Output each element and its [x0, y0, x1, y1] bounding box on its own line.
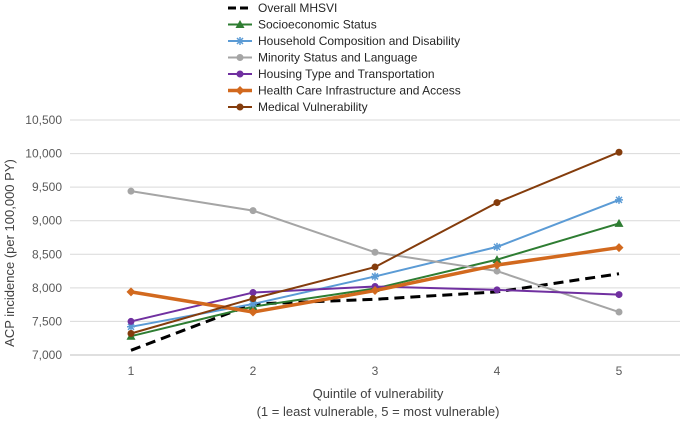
legend-item-minority-status-and-language: Minority Status and Language: [228, 51, 418, 65]
data-point: [127, 187, 135, 195]
data-point: [492, 255, 502, 264]
legend-item-household-composition-and-disability: Household Composition and Disability: [228, 34, 460, 48]
y-tick-label: 8,000: [32, 281, 62, 295]
series-health-care-infrastructure-and-access: [126, 243, 624, 317]
y-tick-label: 9,000: [32, 214, 62, 228]
series-line: [130, 198, 620, 328]
legend-item-socioeconomic-status: Socioeconomic Status: [228, 18, 377, 32]
legend-marker: [236, 37, 244, 45]
x-axis-subtitle: (1 = least vulnerable, 5 = most vulnerab…: [257, 404, 500, 419]
legend-marker: [236, 54, 244, 61]
series-minority-status-and-language: [127, 187, 623, 316]
series-household-composition-and-disability: [127, 195, 623, 331]
legend-label: Socioeconomic Status: [258, 18, 377, 32]
x-tick-labels: 1 2 3 4 5: [128, 364, 623, 378]
data-point: [127, 322, 135, 331]
legend-item-overall-mhsvi: Overall MHSVI: [228, 1, 337, 15]
series-line: [130, 151, 620, 335]
data-point: [492, 260, 502, 270]
data-point: [615, 148, 623, 156]
legend-item-housing-type-and-transportation: Housing Type and Transportation: [228, 67, 435, 81]
series-lines: [126, 148, 624, 352]
series-line: [130, 272, 620, 352]
data-point: [493, 286, 501, 294]
data-point: [493, 242, 501, 251]
data-point: [249, 299, 257, 308]
data-point: [371, 272, 379, 281]
data-point: [248, 307, 258, 317]
data-point: [614, 243, 624, 253]
data-point: [126, 287, 136, 297]
legend-label: Housing Type and Transportation: [258, 67, 435, 81]
data-point: [614, 218, 624, 227]
x-tick-label: 2: [250, 364, 257, 378]
legend-label: Household Composition and Disability: [258, 34, 460, 48]
series-overall-mhsvi: [130, 272, 620, 352]
x-tick-label: 5: [616, 364, 623, 378]
legend-item-medical-vulnerability: Medical Vulnerability: [228, 100, 368, 114]
legend-marker: [235, 20, 245, 28]
data-point: [615, 308, 623, 316]
data-point: [371, 263, 379, 271]
data-point: [249, 289, 257, 297]
x-axis-title: Quintile of vulnerability: [313, 386, 444, 401]
data-point: [493, 267, 501, 275]
legend: Overall MHSVI Socioeconomic Status Househo…: [228, 1, 461, 114]
legend-label: Medical Vulnerability: [258, 100, 368, 114]
x-tick-label: 3: [372, 364, 379, 378]
legend-label: Overall MHSVI: [258, 1, 337, 15]
y-axis-title: ACP incidence (per 100,000 PY): [2, 159, 17, 347]
data-point: [127, 330, 135, 338]
legend-marker: [236, 70, 244, 78]
y-tick-labels: 7,000 7,500 8,000 8,500 9,000 9,500 10,000 10,5…: [25, 113, 62, 362]
data-point: [370, 286, 380, 296]
gridlines: [70, 119, 680, 356]
data-point: [371, 248, 379, 256]
legend-marker: [236, 103, 244, 111]
legend-marker: [235, 86, 245, 95]
y-tick-label: 7,500: [32, 314, 62, 328]
data-point: [615, 195, 623, 204]
y-tick-label: 9,500: [32, 180, 62, 194]
x-tick-label: 1: [128, 364, 135, 378]
data-point: [249, 295, 257, 303]
data-point: [615, 291, 623, 299]
y-tick-label: 7,000: [32, 348, 62, 362]
y-tick-label: 10,500: [25, 113, 62, 127]
legend-label: Health Care Infrastructure and Access: [258, 84, 461, 98]
legend-item-health-care-infrastructure-and-access: Health Care Infrastructure and Access: [228, 84, 461, 98]
series-medical-vulnerability: [127, 148, 623, 338]
data-point: [249, 207, 257, 215]
y-tick-label: 10,000: [25, 147, 62, 161]
x-tick-label: 4: [494, 364, 501, 378]
data-point: [493, 199, 501, 207]
y-tick-label: 8,500: [32, 247, 62, 261]
data-point: [127, 317, 135, 325]
legend-label: Minority Status and Language: [258, 51, 418, 65]
